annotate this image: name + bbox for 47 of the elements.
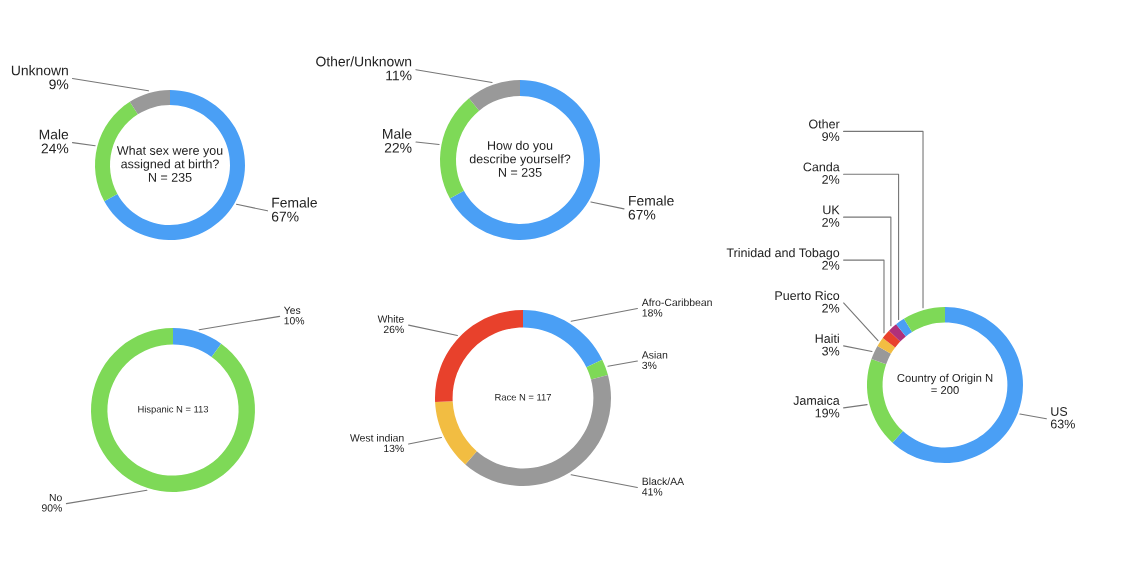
slice-label: Jamaica [793, 395, 840, 405]
slice-label: Haiti [815, 333, 839, 343]
text: Country of Origin N = 200 [897, 373, 993, 395]
data-label: 3% [642, 361, 657, 370]
slice-label: Asian [641, 350, 668, 359]
slice-label: Female [272, 197, 317, 208]
data-label: 67% [628, 209, 656, 220]
data-label: 19% [815, 408, 840, 418]
data-label: 18% [642, 309, 663, 317]
data-label: 90% [41, 504, 62, 512]
data-label: 41% [642, 488, 663, 496]
slice-label: Other/Unknown [316, 56, 412, 67]
slice-label: No [49, 493, 62, 502]
text: What sex were you assigned at birth? N = 235 [116, 145, 223, 182]
slice-label: Canda [803, 162, 840, 172]
data-label: 2% [822, 303, 840, 313]
data-label: 10% [284, 317, 305, 325]
slice-label: Male [383, 128, 412, 139]
slice-label: West indian [350, 433, 404, 442]
slice-label: Unknown [11, 65, 68, 76]
slice-label: Black/AA [642, 477, 685, 486]
slice-label: UK [823, 205, 840, 215]
data-label: 11% [386, 70, 412, 81]
data-label: 63% [1050, 419, 1075, 429]
slice-label: US [1051, 407, 1068, 416]
slice-label: Female [629, 195, 674, 206]
slice-label: Afro-Caribbean [641, 298, 712, 307]
data-label: 22% [384, 142, 412, 153]
text: Hispanic N = 113 [138, 405, 209, 415]
data-label: 26% [383, 325, 404, 334]
data-label: 9% [49, 79, 69, 90]
data-label: 2% [822, 217, 840, 227]
slice-label: Trinidad and Tobago [726, 247, 840, 260]
slice-label: White [377, 315, 404, 323]
data-label: 67% [271, 211, 299, 222]
data-label: 9% [822, 132, 840, 142]
data-label: 2% [822, 175, 840, 184]
slice-label: Other [809, 119, 840, 129]
data-label: 2% [822, 260, 840, 270]
slice-label: Yes [283, 306, 301, 314]
slice-label: Puerto Rico [775, 290, 840, 301]
data-label: 3% [822, 346, 840, 356]
text: Race N = 117 [495, 393, 551, 401]
data-label: 24% [41, 143, 69, 154]
text: How do you describe yourself? N = 235 [469, 140, 571, 177]
slice-label: Male [39, 129, 69, 140]
data-label: 13% [384, 444, 404, 453]
